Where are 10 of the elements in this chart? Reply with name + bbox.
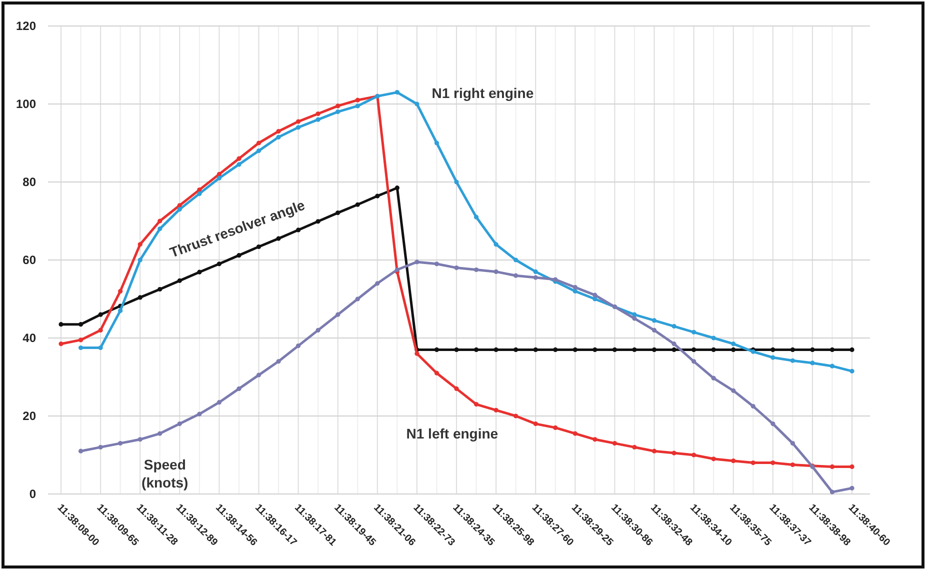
y-tick-label: 120 [16,19,36,34]
y-tick-label: 80 [22,175,36,190]
y-tick-label: 0 [29,487,36,502]
y-tick-label: 20 [22,409,36,424]
y-tick-label: 60 [22,253,36,268]
y-tick-label: 40 [22,331,36,346]
series-label: Speed (knots) [142,456,188,491]
series-label: N1 right engine [432,85,534,101]
y-tick-label: 100 [16,97,36,112]
series-label: N1 left engine [406,425,498,442]
